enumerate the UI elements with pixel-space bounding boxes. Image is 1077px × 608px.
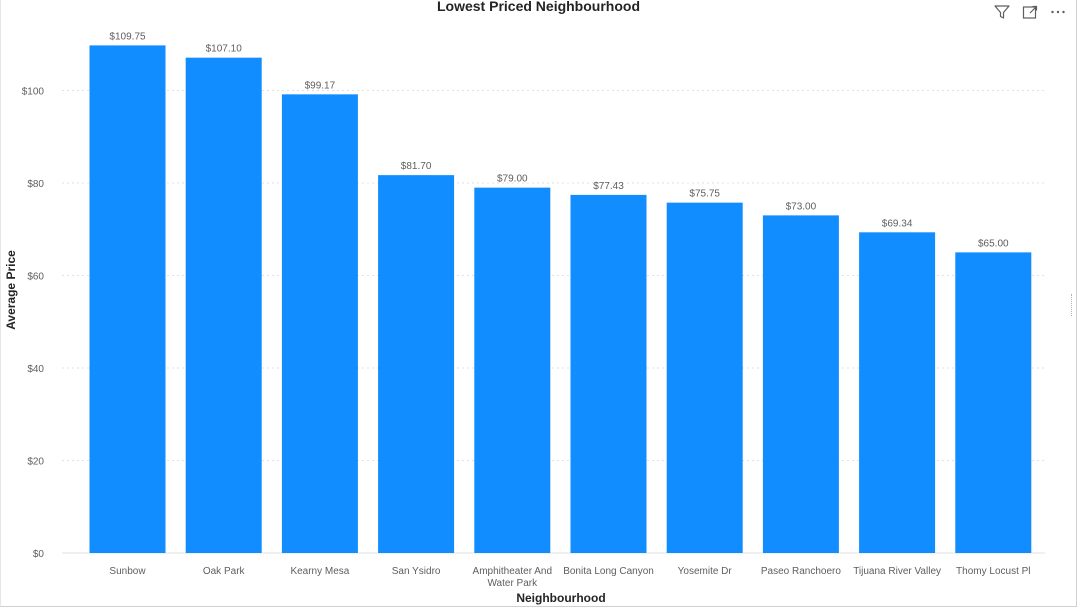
y-tick-label: $0: [33, 549, 45, 560]
bar[interactable]: [570, 194, 647, 554]
x-axis-ticks: Sunbow Oak Park Kearny Mesa San Ysidro Amphi…: [109, 566, 1030, 589]
data-label: $107.10: [206, 44, 243, 55]
more-options-icon[interactable]: [1049, 4, 1067, 20]
x-tick-label: Thomy Locust Pl: [956, 566, 1030, 577]
data-label: $75.75: [689, 189, 720, 200]
data-labels: $109.75 $107.10 $99.17 $81.70 $79.00 $77.43 $7…: [109, 31, 1009, 249]
x-tick-label: Water Park: [487, 578, 538, 589]
x-tick-label: Amphitheater And: [473, 566, 553, 577]
y-tick-label: $60: [27, 272, 44, 283]
x-tick-label: San Ysidro: [392, 566, 441, 577]
x-tick-label: Paseo Ranchoero: [761, 566, 841, 577]
visual-header-toolbar: [993, 4, 1067, 20]
x-tick-label: Kearny Mesa: [290, 566, 349, 577]
x-tick-label: Sunbow: [109, 566, 146, 577]
data-label: $69.34: [882, 218, 913, 229]
y-axis-ticks: $0 $20 $40 $60 $80 $100: [22, 87, 45, 561]
chart-title: Lowest Priced Neighbourhood: [436, 0, 640, 14]
data-label: $99.17: [305, 80, 336, 91]
x-tick-label: Yosemite Dr: [678, 566, 733, 577]
y-tick-label: $20: [27, 457, 44, 468]
bars: [89, 45, 1032, 554]
x-tick-label: Bonita Long Canyon: [563, 566, 654, 577]
bar[interactable]: [474, 187, 551, 553]
data-label: $73.00: [786, 201, 817, 212]
data-label: $65.00: [978, 238, 1009, 249]
y-tick-label: $80: [27, 179, 44, 190]
x-axis-title: Neighbourhood: [516, 591, 606, 605]
bar[interactable]: [859, 232, 936, 554]
data-label: $109.75: [109, 31, 146, 42]
data-label: $79.00: [497, 174, 528, 185]
data-label: $81.70: [401, 161, 432, 172]
filter-icon[interactable]: [993, 4, 1011, 20]
bar[interactable]: [89, 45, 166, 553]
x-tick-label: Tijuana River Valley: [853, 566, 941, 577]
y-axis-title: Average Price: [4, 250, 18, 330]
bar[interactable]: [666, 202, 743, 553]
y-tick-label: $100: [22, 87, 45, 98]
bar[interactable]: [185, 57, 262, 553]
bar[interactable]: [762, 215, 839, 553]
bar[interactable]: [281, 94, 358, 554]
data-label: $77.43: [593, 181, 624, 192]
resize-handle[interactable]: [1071, 294, 1073, 316]
y-tick-label: $40: [27, 364, 44, 375]
x-tick-label: Oak Park: [203, 566, 246, 577]
focus-mode-icon[interactable]: [1021, 4, 1039, 20]
bar[interactable]: [378, 175, 455, 553]
bar[interactable]: [955, 252, 1032, 553]
